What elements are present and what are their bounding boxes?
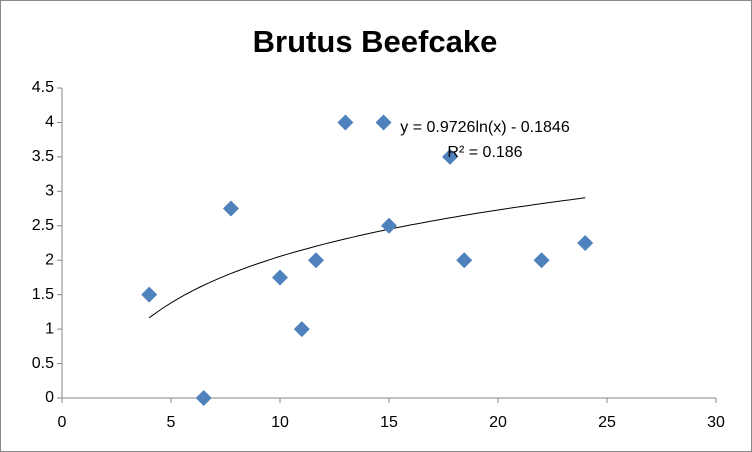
marker	[293, 321, 310, 338]
marker	[141, 286, 158, 303]
marker	[456, 252, 473, 269]
y-tick-label: 3	[45, 183, 54, 200]
marker	[195, 390, 212, 406]
x-tick-label: 25	[598, 414, 616, 431]
marker	[222, 200, 239, 217]
x-tick-label: 0	[58, 414, 67, 431]
marker	[272, 269, 288, 286]
y-tick-label: 3.5	[32, 148, 54, 165]
x-tick-label: 10	[271, 414, 289, 431]
trendline-equation: y = 0.9726ln(x) - 0.1846	[400, 119, 570, 136]
marker	[442, 148, 459, 165]
y-tick-label: 4.5	[32, 79, 54, 96]
y-tick-label: 1	[45, 320, 54, 337]
trendline-r-squared: R² = 0.186	[447, 144, 522, 161]
marker	[307, 252, 324, 269]
y-tick-label: 4	[45, 114, 54, 131]
y-tick-label: 2.5	[32, 217, 54, 234]
y-tick-label: 2	[45, 251, 54, 268]
y-tick-label: 0	[45, 389, 54, 406]
y-tick-label: 1.5	[32, 286, 54, 303]
x-tick-label: 20	[489, 414, 507, 431]
x-tick-label: 15	[380, 414, 398, 431]
x-tick-label: 30	[707, 414, 725, 431]
marker	[533, 252, 550, 269]
x-tick-label: 5	[167, 414, 176, 431]
marker	[381, 217, 397, 234]
marker	[375, 114, 392, 131]
y-tick-label: 0.5	[32, 355, 54, 372]
marker	[577, 235, 594, 251]
chart-title: Brutus Beefcake	[253, 24, 498, 59]
trendline	[148, 197, 586, 319]
marker	[337, 114, 354, 131]
